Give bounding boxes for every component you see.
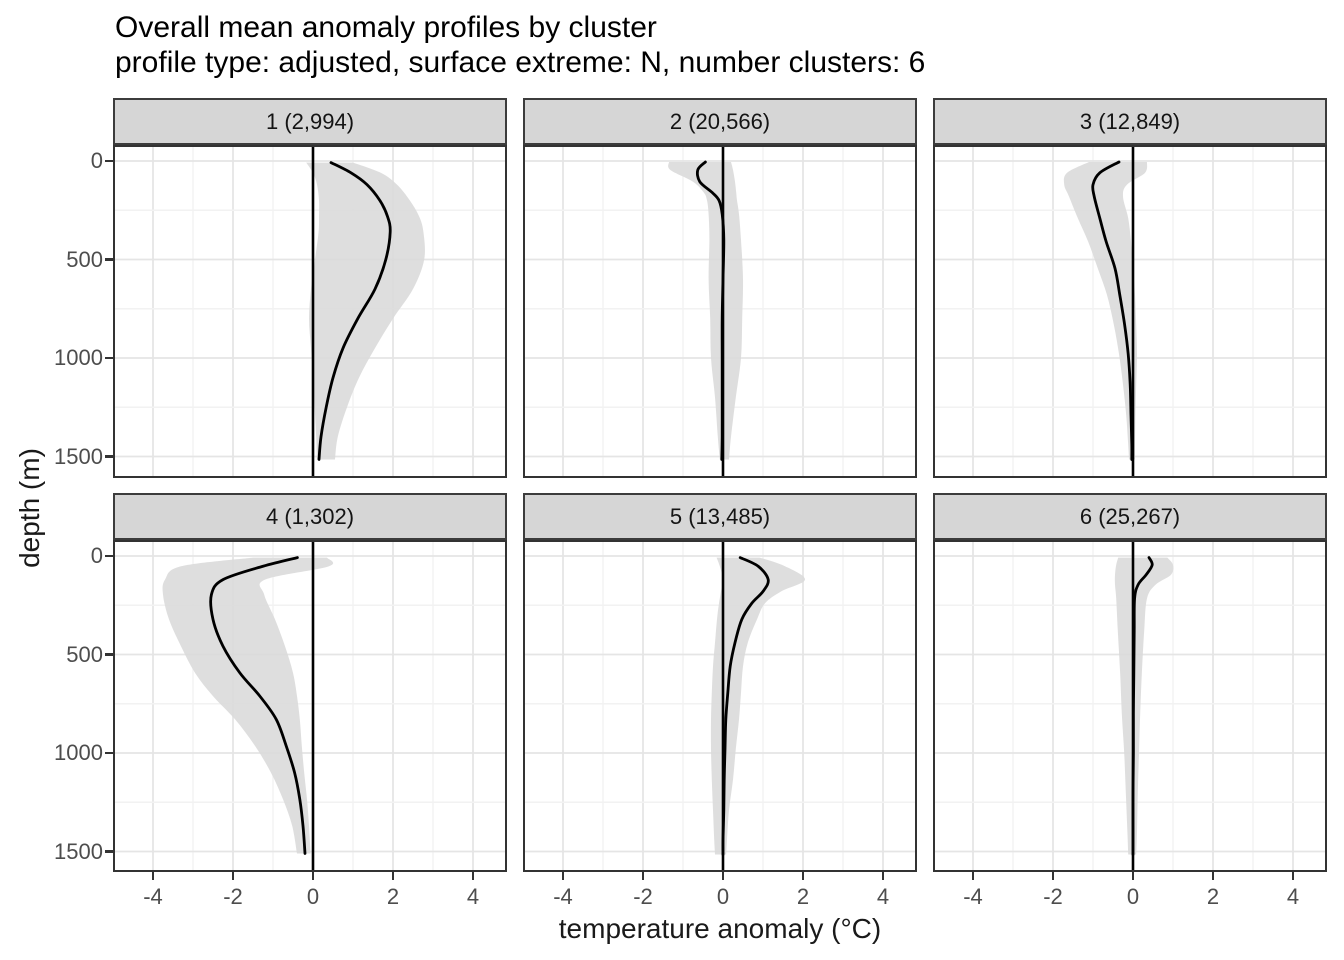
facet-strip: 6 (25,267) — [933, 493, 1327, 540]
x-tick-label: 4 — [466, 884, 480, 909]
facet-panel — [113, 540, 507, 872]
facet-strip: 1 (2,994) — [113, 98, 507, 145]
y-tick-mark — [105, 455, 113, 458]
x-tick-label: -4 — [963, 884, 983, 909]
x-tick-mark — [881, 872, 885, 880]
uncertainty-ribbon — [1114, 557, 1174, 855]
y-tick-label: 500 — [66, 246, 103, 272]
x-tick-label: 0 — [716, 884, 730, 909]
y-tick-label: 1500 — [54, 838, 103, 864]
facet-panel — [113, 145, 507, 478]
x-tick-mark — [471, 872, 475, 880]
x-tick-label: 2 — [796, 884, 810, 909]
mean-profile-line — [1091, 160, 1134, 461]
facet-strip-label: 2 (20,566) — [669, 108, 771, 134]
y-tick-mark — [105, 751, 113, 755]
mean-profile-line — [1131, 556, 1154, 856]
y-tick-label: 1000 — [54, 345, 103, 370]
facet-strip: 5 (13,485) — [523, 493, 917, 540]
y-tick-mark — [105, 258, 113, 261]
y-tick-mark — [105, 554, 113, 558]
x-tick-mark — [391, 872, 395, 880]
facet-strip-label: 4 (1,302) — [265, 503, 355, 529]
x-tick-label: -4 — [143, 884, 163, 909]
x-tick-label: -2 — [223, 884, 243, 909]
facet-panel — [933, 145, 1327, 478]
x-tick-label: -4 — [553, 884, 573, 909]
x-tick-mark — [1051, 872, 1055, 880]
uncertainty-ribbon — [710, 557, 806, 855]
facet-panel — [523, 540, 917, 872]
mean-profile-line — [317, 161, 392, 461]
facet-panel — [933, 540, 1327, 872]
facet-strip: 4 (1,302) — [113, 493, 507, 540]
x-tick-mark — [151, 872, 155, 880]
x-tick-mark — [1211, 872, 1215, 880]
facet-strip: 3 (12,849) — [933, 98, 1327, 145]
y-axis-title-text: depth (m) — [14, 448, 46, 568]
x-tick-mark — [231, 872, 235, 880]
x-tick-label: 4 — [1286, 884, 1300, 909]
y-tick-mark — [105, 356, 113, 360]
x-tick-mark — [641, 872, 645, 880]
plot-subtitle: profile type: adjusted, surface extreme:… — [115, 46, 926, 79]
uncertainty-ribbon — [306, 162, 425, 460]
y-tick-label: 1000 — [54, 740, 103, 765]
x-axis-title: temperature anomaly (°C) — [558, 913, 882, 944]
mean-profile-line — [695, 160, 726, 461]
x-tick-mark — [721, 872, 725, 880]
y-tick-label: 1500 — [54, 443, 103, 469]
x-tick-mark — [311, 872, 315, 880]
x-tick-mark — [1131, 872, 1135, 880]
x-tick-label: 0 — [306, 884, 320, 909]
y-tick-mark — [105, 653, 113, 656]
x-tick-label: 2 — [1206, 884, 1220, 909]
facet-panel — [523, 145, 917, 478]
y-tick-label: 0 — [90, 543, 103, 568]
facet-strip-label: 1 (2,994) — [265, 108, 355, 134]
facet-strip: 2 (20,566) — [523, 98, 917, 145]
y-tick-mark — [105, 159, 113, 163]
x-tick-label: 4 — [876, 884, 890, 909]
facet-strip-label: 6 (25,267) — [1079, 503, 1181, 529]
x-tick-label: -2 — [1043, 884, 1063, 909]
uncertainty-ribbon — [162, 557, 334, 854]
x-tick-mark — [971, 872, 975, 880]
facet-strip-label: 5 (13,485) — [669, 503, 771, 529]
x-tick-mark — [801, 872, 805, 880]
x-tick-mark — [561, 872, 565, 880]
y-tick-label: 0 — [90, 148, 103, 173]
y-tick-mark — [105, 850, 113, 853]
x-tick-label: 0 — [1126, 884, 1140, 909]
facet-strip-label: 3 (12,849) — [1079, 108, 1181, 134]
x-tick-label: -2 — [633, 884, 653, 909]
uncertainty-ribbon — [1063, 161, 1148, 460]
x-tick-mark — [1291, 872, 1295, 880]
x-tick-label: 2 — [386, 884, 400, 909]
y-tick-label: 500 — [66, 641, 103, 667]
plot-title: Overall mean anomaly profiles by cluster — [115, 11, 657, 44]
mean-profile-line — [721, 556, 770, 856]
mean-profile-line — [209, 556, 307, 855]
